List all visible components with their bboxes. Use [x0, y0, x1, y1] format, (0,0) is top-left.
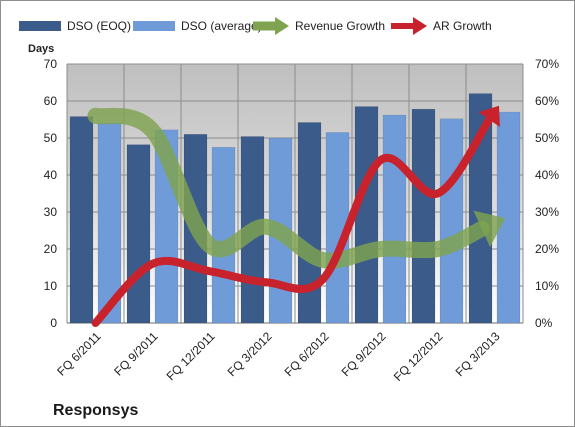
y2-tick-label: 10%	[535, 279, 559, 293]
y-tick-label: 10	[44, 279, 58, 293]
y2-tick-label: 0%	[535, 316, 553, 330]
arrowhead-revenue-growth	[473, 210, 506, 248]
arrowhead-ar-growth	[478, 105, 500, 128]
legend: DSO (EOQ) DSO (average) Revenue Growth AR G…	[19, 17, 492, 35]
bar-dso-eoq	[411, 108, 436, 324]
x-tick-label: FQ 9/2012	[339, 329, 389, 379]
line-revenue-growth	[87, 107, 490, 269]
y2-tick-label: 60%	[535, 94, 559, 108]
y2-tick-label: 20%	[535, 242, 559, 256]
x-tick-label: FQ 12/2011	[164, 329, 218, 383]
x-tick-label: FQ 6/2012	[282, 329, 332, 379]
y2-axis-ticks: 0% 10% 20% 30% 40% 50% 60% 70%	[535, 57, 559, 330]
line-ar-growth	[91, 115, 494, 327]
x-tick-label: FQ 6/2011	[54, 329, 104, 379]
y-tick-label: 20	[44, 242, 58, 256]
bar-dso-eoq	[297, 122, 322, 324]
legend-label-dso-average: DSO (average)	[181, 19, 262, 33]
legend-swatch-dso-average	[133, 21, 175, 31]
y-tick-label: 30	[44, 205, 58, 219]
bar-dso-average	[439, 118, 464, 324]
y-axis-title: Days	[28, 43, 54, 55]
bar-dso-eoq	[69, 116, 94, 324]
legend-label-revenue-growth: Revenue Growth	[295, 19, 385, 33]
y-tick-label: 50	[44, 131, 58, 145]
x-tick-label: FQ 9/2011	[111, 329, 161, 379]
y2-tick-label: 30%	[535, 205, 559, 219]
y-tick-label: 70	[44, 57, 58, 71]
legend-swatch-dso-eoq	[19, 21, 61, 31]
x-axis-ticks: FQ 6/2011 FQ 9/2011 FQ 12/2011 FQ 3/2012 FQ …	[54, 329, 503, 384]
bar-dso-average	[211, 147, 236, 324]
y-tick-label: 0	[50, 316, 57, 330]
y2-tick-label: 40%	[535, 168, 559, 182]
y-axis-ticks: 0 10 20 30 40 50 60 70	[44, 57, 58, 330]
lines-group	[87, 105, 506, 327]
bar-dso-average	[382, 114, 407, 324]
y2-tick-label: 50%	[535, 131, 559, 145]
legend-arrowhead-revenue-growth	[275, 17, 289, 35]
legend-label-dso-eoq: DSO (EOQ)	[67, 19, 131, 33]
legend-label-ar-growth: AR Growth	[433, 19, 492, 33]
y-tick-label: 40	[44, 168, 58, 182]
legend-arrowhead-ar-growth	[413, 17, 427, 35]
bar-dso-eoq	[354, 106, 379, 324]
bar-dso-eoq	[126, 144, 151, 324]
x-tick-label: FQ 3/2012	[225, 329, 275, 379]
y2-tick-label: 70%	[535, 57, 559, 71]
chart-title: Responsys	[53, 402, 138, 419]
x-tick-label: FQ 3/2013	[453, 329, 503, 379]
x-tick-label: FQ 12/2012	[391, 329, 446, 384]
y-tick-label: 60	[44, 94, 58, 108]
